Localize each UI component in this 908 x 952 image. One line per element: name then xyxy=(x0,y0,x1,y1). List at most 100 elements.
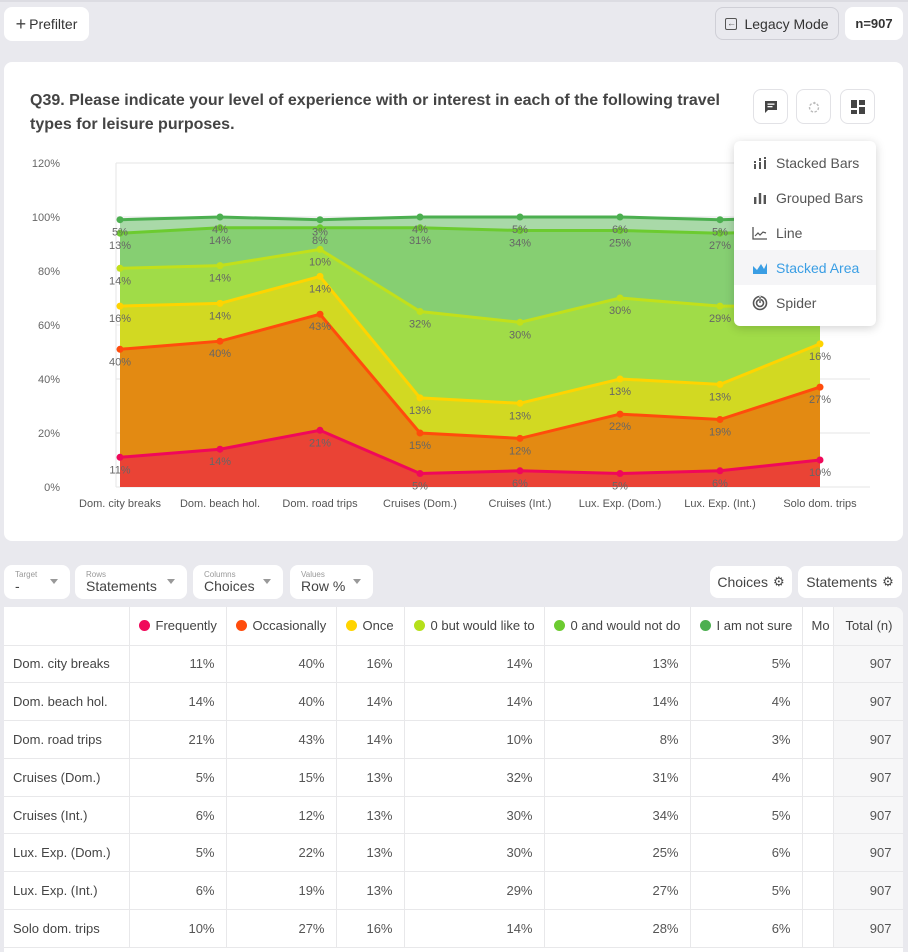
values-select-value: Row % xyxy=(301,578,346,594)
column-header-label: 0 but would like to xyxy=(430,618,535,634)
legend-dot-icon xyxy=(345,620,357,632)
table-row: Dom. road trips 21% 43% 14% 10% 8% 3% 907 xyxy=(4,720,903,759)
more-cell xyxy=(802,871,834,911)
table-cell: 40% xyxy=(226,645,337,684)
data-point xyxy=(316,224,324,232)
table-header-row: Frequently Occasionally Once 0 but would li… xyxy=(4,607,903,646)
more-cell xyxy=(802,720,834,759)
table-cell: 34% xyxy=(544,796,691,835)
table-cell: 10% xyxy=(404,720,545,759)
table-row: Solo dom. trips 10% 27% 16% 14% 28% 6% 907 xyxy=(4,909,903,948)
more-cell xyxy=(802,833,834,873)
table-cell: 12% xyxy=(226,796,337,835)
x-tick-label: Dom. city breaks xyxy=(79,498,161,510)
rows-select[interactable]: Rows Statements xyxy=(75,565,187,599)
table-cell: 6% xyxy=(690,909,803,948)
data-label: 40% xyxy=(209,348,231,360)
column-header[interactable]: 0 and would not do xyxy=(544,607,691,646)
data-label: 13% xyxy=(109,240,131,252)
column-header[interactable]: Frequently xyxy=(129,607,227,646)
legend-dot-icon xyxy=(235,620,247,632)
table-cell: 43% xyxy=(226,720,337,759)
data-point xyxy=(716,467,724,475)
data-label: 5% xyxy=(412,481,428,493)
more-cell xyxy=(802,645,834,684)
menu-item-spider[interactable]: Spider xyxy=(734,285,876,320)
more-cell xyxy=(802,909,834,948)
prefilter-button[interactable]: + Prefilter xyxy=(4,7,89,41)
menu-item-line[interactable]: Line xyxy=(734,215,876,250)
column-header[interactable]: I am not sure xyxy=(690,607,803,646)
table-cell: 6% xyxy=(690,833,803,873)
menu-item-label: Stacked Area xyxy=(776,259,860,276)
refresh-button[interactable] xyxy=(796,89,831,124)
results-table: Frequently Occasionally Once 0 but would li… xyxy=(4,607,903,952)
data-label: 13% xyxy=(609,386,631,398)
row-label: Cruises (Int.) xyxy=(4,796,130,835)
legend-dot-icon xyxy=(138,620,150,632)
data-point xyxy=(116,345,124,353)
more-cell xyxy=(802,796,834,835)
refresh-icon xyxy=(808,101,819,113)
data-label: 8% xyxy=(312,235,328,247)
total-cell: 907 xyxy=(833,871,903,911)
data-label: 21% xyxy=(309,437,331,449)
data-point xyxy=(516,434,524,442)
menu-item-label: Grouped Bars xyxy=(776,189,864,206)
data-label: 5% xyxy=(612,481,628,493)
table-cell: 27% xyxy=(544,871,691,911)
legacy-mode-button[interactable]: ← Legacy Mode xyxy=(715,7,839,40)
target-select[interactable]: Target - xyxy=(4,565,70,599)
comment-icon xyxy=(764,100,777,113)
data-label: 10% xyxy=(809,467,831,479)
column-header-label: Frequently xyxy=(155,618,217,634)
area-i-am-not-sure xyxy=(120,217,820,234)
x-tick-label: Solo dom. trips xyxy=(783,498,857,510)
table-cell: 31% xyxy=(544,758,691,797)
column-header[interactable]: 0 but would like to xyxy=(404,607,545,646)
menu-item-grouped-bars[interactable]: Grouped Bars xyxy=(734,180,876,215)
total-cell: 907 xyxy=(833,909,903,948)
data-point xyxy=(316,216,324,224)
table-cell: 22% xyxy=(226,833,337,873)
more-column-header[interactable]: Mo xyxy=(802,607,834,646)
table-cell: 14% xyxy=(336,682,405,722)
target-select-label: Target xyxy=(15,570,38,579)
columns-select[interactable]: Columns Choices xyxy=(193,565,283,599)
table-cell: 8% xyxy=(544,720,691,759)
legend-dot-icon xyxy=(553,620,565,632)
rows-select-value: Statements xyxy=(86,578,157,594)
data-label: 12% xyxy=(509,445,531,457)
column-header-label: 0 and would not do xyxy=(570,618,681,634)
values-select[interactable]: Values Row % xyxy=(290,565,373,599)
data-point xyxy=(116,216,124,224)
data-point xyxy=(316,245,324,253)
table-cell: 6% xyxy=(129,796,227,835)
statements-settings-button[interactable]: Statements ⚙ xyxy=(798,566,902,598)
choices-settings-button[interactable]: Choices ⚙ xyxy=(710,566,792,598)
table-cell: 25% xyxy=(544,833,691,873)
comment-button[interactable] xyxy=(753,89,788,124)
data-point xyxy=(216,262,224,270)
menu-item-label: Stacked Bars xyxy=(776,154,860,171)
x-tick-label: Cruises (Int.) xyxy=(489,498,552,510)
data-point xyxy=(616,410,624,418)
menu-item-stacked-bars[interactable]: Stacked Bars xyxy=(734,145,876,180)
data-point xyxy=(416,394,424,402)
data-label: 5% xyxy=(112,227,128,239)
column-header[interactable]: Occasionally xyxy=(226,607,337,646)
table-cell: 14% xyxy=(544,682,691,722)
y-tick-label: 60% xyxy=(38,320,60,332)
table-body: Dom. city breaks 11% 40% 16% 14% 13% 5% 907 Dom.… xyxy=(4,645,903,948)
area-0-but-would-like-to xyxy=(120,249,820,404)
chart-type-button[interactable] xyxy=(840,89,875,124)
column-header[interactable]: Once xyxy=(336,607,405,646)
series-line xyxy=(119,274,821,405)
table-row: Dom. city breaks 11% 40% 16% 14% 13% 5% 907 xyxy=(4,645,903,684)
total-column-header: Total (n) xyxy=(833,607,903,646)
x-tick-label: Lux. Exp. (Dom.) xyxy=(579,498,662,510)
series-line xyxy=(119,312,821,440)
menu-item-stacked-area[interactable]: Stacked Area xyxy=(734,250,876,285)
table-row: Lux. Exp. (Int.) 6% 19% 13% 29% 27% 5% 907 xyxy=(4,871,903,911)
table-cell: 40% xyxy=(226,682,337,722)
